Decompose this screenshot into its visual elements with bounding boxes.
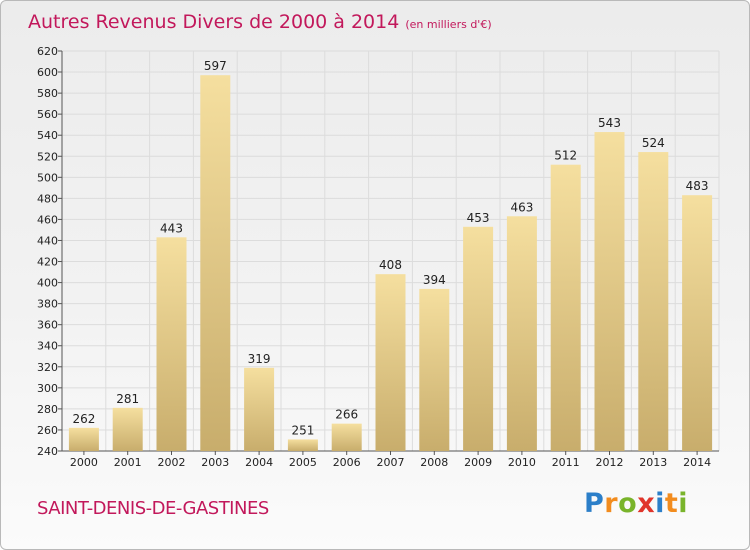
x-tick-labels: 2000 2001 2002 2003 2004 2005 2006 2007 2008 2009…: [70, 456, 711, 469]
logo-letter: i: [678, 488, 689, 519]
y-tick-label: 360: [37, 319, 58, 332]
x-tick-label: 2010: [508, 456, 536, 469]
x-tick-label: 2008: [420, 456, 448, 469]
chart-title: Autres Revenus Divers de 2000 à 2014: [28, 11, 400, 33]
x-tick-label: 2007: [377, 456, 405, 469]
bar-value-label: 281: [116, 392, 139, 406]
bar-value-label: 453: [467, 211, 490, 225]
bar-value-label: 543: [598, 116, 621, 130]
x-tick-label: 2011: [552, 456, 580, 469]
bar: [287, 439, 318, 451]
y-tick-label: 260: [37, 424, 58, 437]
commune-name: SAINT-DENIS-DE-GASTINES: [37, 498, 269, 519]
x-tick-label: 2001: [114, 456, 142, 469]
x-tick-label: 2005: [289, 456, 317, 469]
bar-value-label: 483: [686, 179, 709, 193]
logo-letter: r: [604, 488, 619, 519]
y-tick-label: 600: [37, 66, 58, 79]
bar-value-label: 512: [554, 149, 577, 163]
y-tick-label: 560: [37, 108, 58, 121]
y-tick-label: 400: [37, 277, 58, 290]
bar: [463, 226, 494, 451]
logo-letter: t: [664, 488, 679, 519]
y-tick-label: 320: [37, 361, 58, 374]
y-tick-label: 460: [37, 213, 58, 226]
y-tick-label: 300: [37, 382, 58, 395]
bar: [68, 427, 99, 451]
bar: [506, 216, 537, 451]
bar: [200, 75, 231, 452]
y-tick-label: 440: [37, 234, 58, 247]
y-tick-label: 540: [37, 129, 58, 142]
y-tick-label: 620: [37, 45, 58, 58]
bar-value-label: 251: [291, 423, 314, 437]
bars: [68, 75, 713, 452]
bar-value-label: 524: [642, 136, 665, 150]
x-tick-label: 2006: [333, 456, 361, 469]
chart-title-block: Autres Revenus Divers de 2000 à 2014 (en …: [28, 11, 492, 33]
y-tick-label: 520: [37, 150, 58, 163]
y-tick-label: 240: [37, 445, 58, 458]
y-tick-label: 420: [37, 256, 58, 269]
bar-value-label: 443: [160, 221, 183, 235]
y-tick-label: 280: [37, 403, 58, 416]
bar: [156, 237, 187, 451]
y-tick-label: 340: [37, 340, 58, 353]
logo-letter: x: [637, 488, 656, 519]
x-tick-label: 2009: [464, 456, 492, 469]
bar: [419, 288, 450, 451]
bar: [682, 195, 713, 451]
bar-value-label: 262: [72, 412, 95, 426]
bar: [112, 407, 143, 451]
x-tick-label: 2000: [70, 456, 98, 469]
y-tick-label: 480: [37, 192, 58, 205]
bar-value-label: 597: [204, 59, 227, 73]
y-tick-labels: 240 260 280 300 320 340 360 380 400 420 440 460 480 5…: [37, 45, 58, 458]
x-tick-label: 2014: [683, 456, 711, 469]
x-tick-label: 2012: [596, 456, 624, 469]
logo-letter: o: [618, 488, 638, 519]
x-tick-label: 2004: [245, 456, 273, 469]
bar: [375, 274, 406, 451]
proxiti-logo: Proxiti: [584, 488, 688, 519]
bar-value-label: 408: [379, 258, 402, 272]
bar-value-label: 463: [510, 200, 533, 214]
bar: [638, 152, 669, 452]
bar: [594, 132, 625, 452]
bar-value-label: 394: [423, 273, 446, 287]
x-tick-label: 2013: [639, 456, 667, 469]
logo-letter: i: [655, 488, 665, 519]
y-tick-label: 500: [37, 171, 58, 184]
bar: [550, 164, 581, 451]
bar: [331, 423, 362, 451]
y-tick-label: 380: [37, 298, 58, 311]
bar-value-label: 266: [335, 408, 358, 422]
chart-subtitle: (en milliers d'€): [405, 18, 492, 31]
x-tick-label: 2002: [158, 456, 186, 469]
bar: [244, 367, 275, 451]
x-tick-label: 2003: [201, 456, 229, 469]
y-tick-label: 580: [37, 87, 58, 100]
value-labels: 262 281 443 597 319 251 266 408 394 453 463 512 543 5…: [72, 59, 708, 437]
logo-letter: P: [584, 488, 605, 519]
bar-value-label: 319: [248, 352, 271, 366]
